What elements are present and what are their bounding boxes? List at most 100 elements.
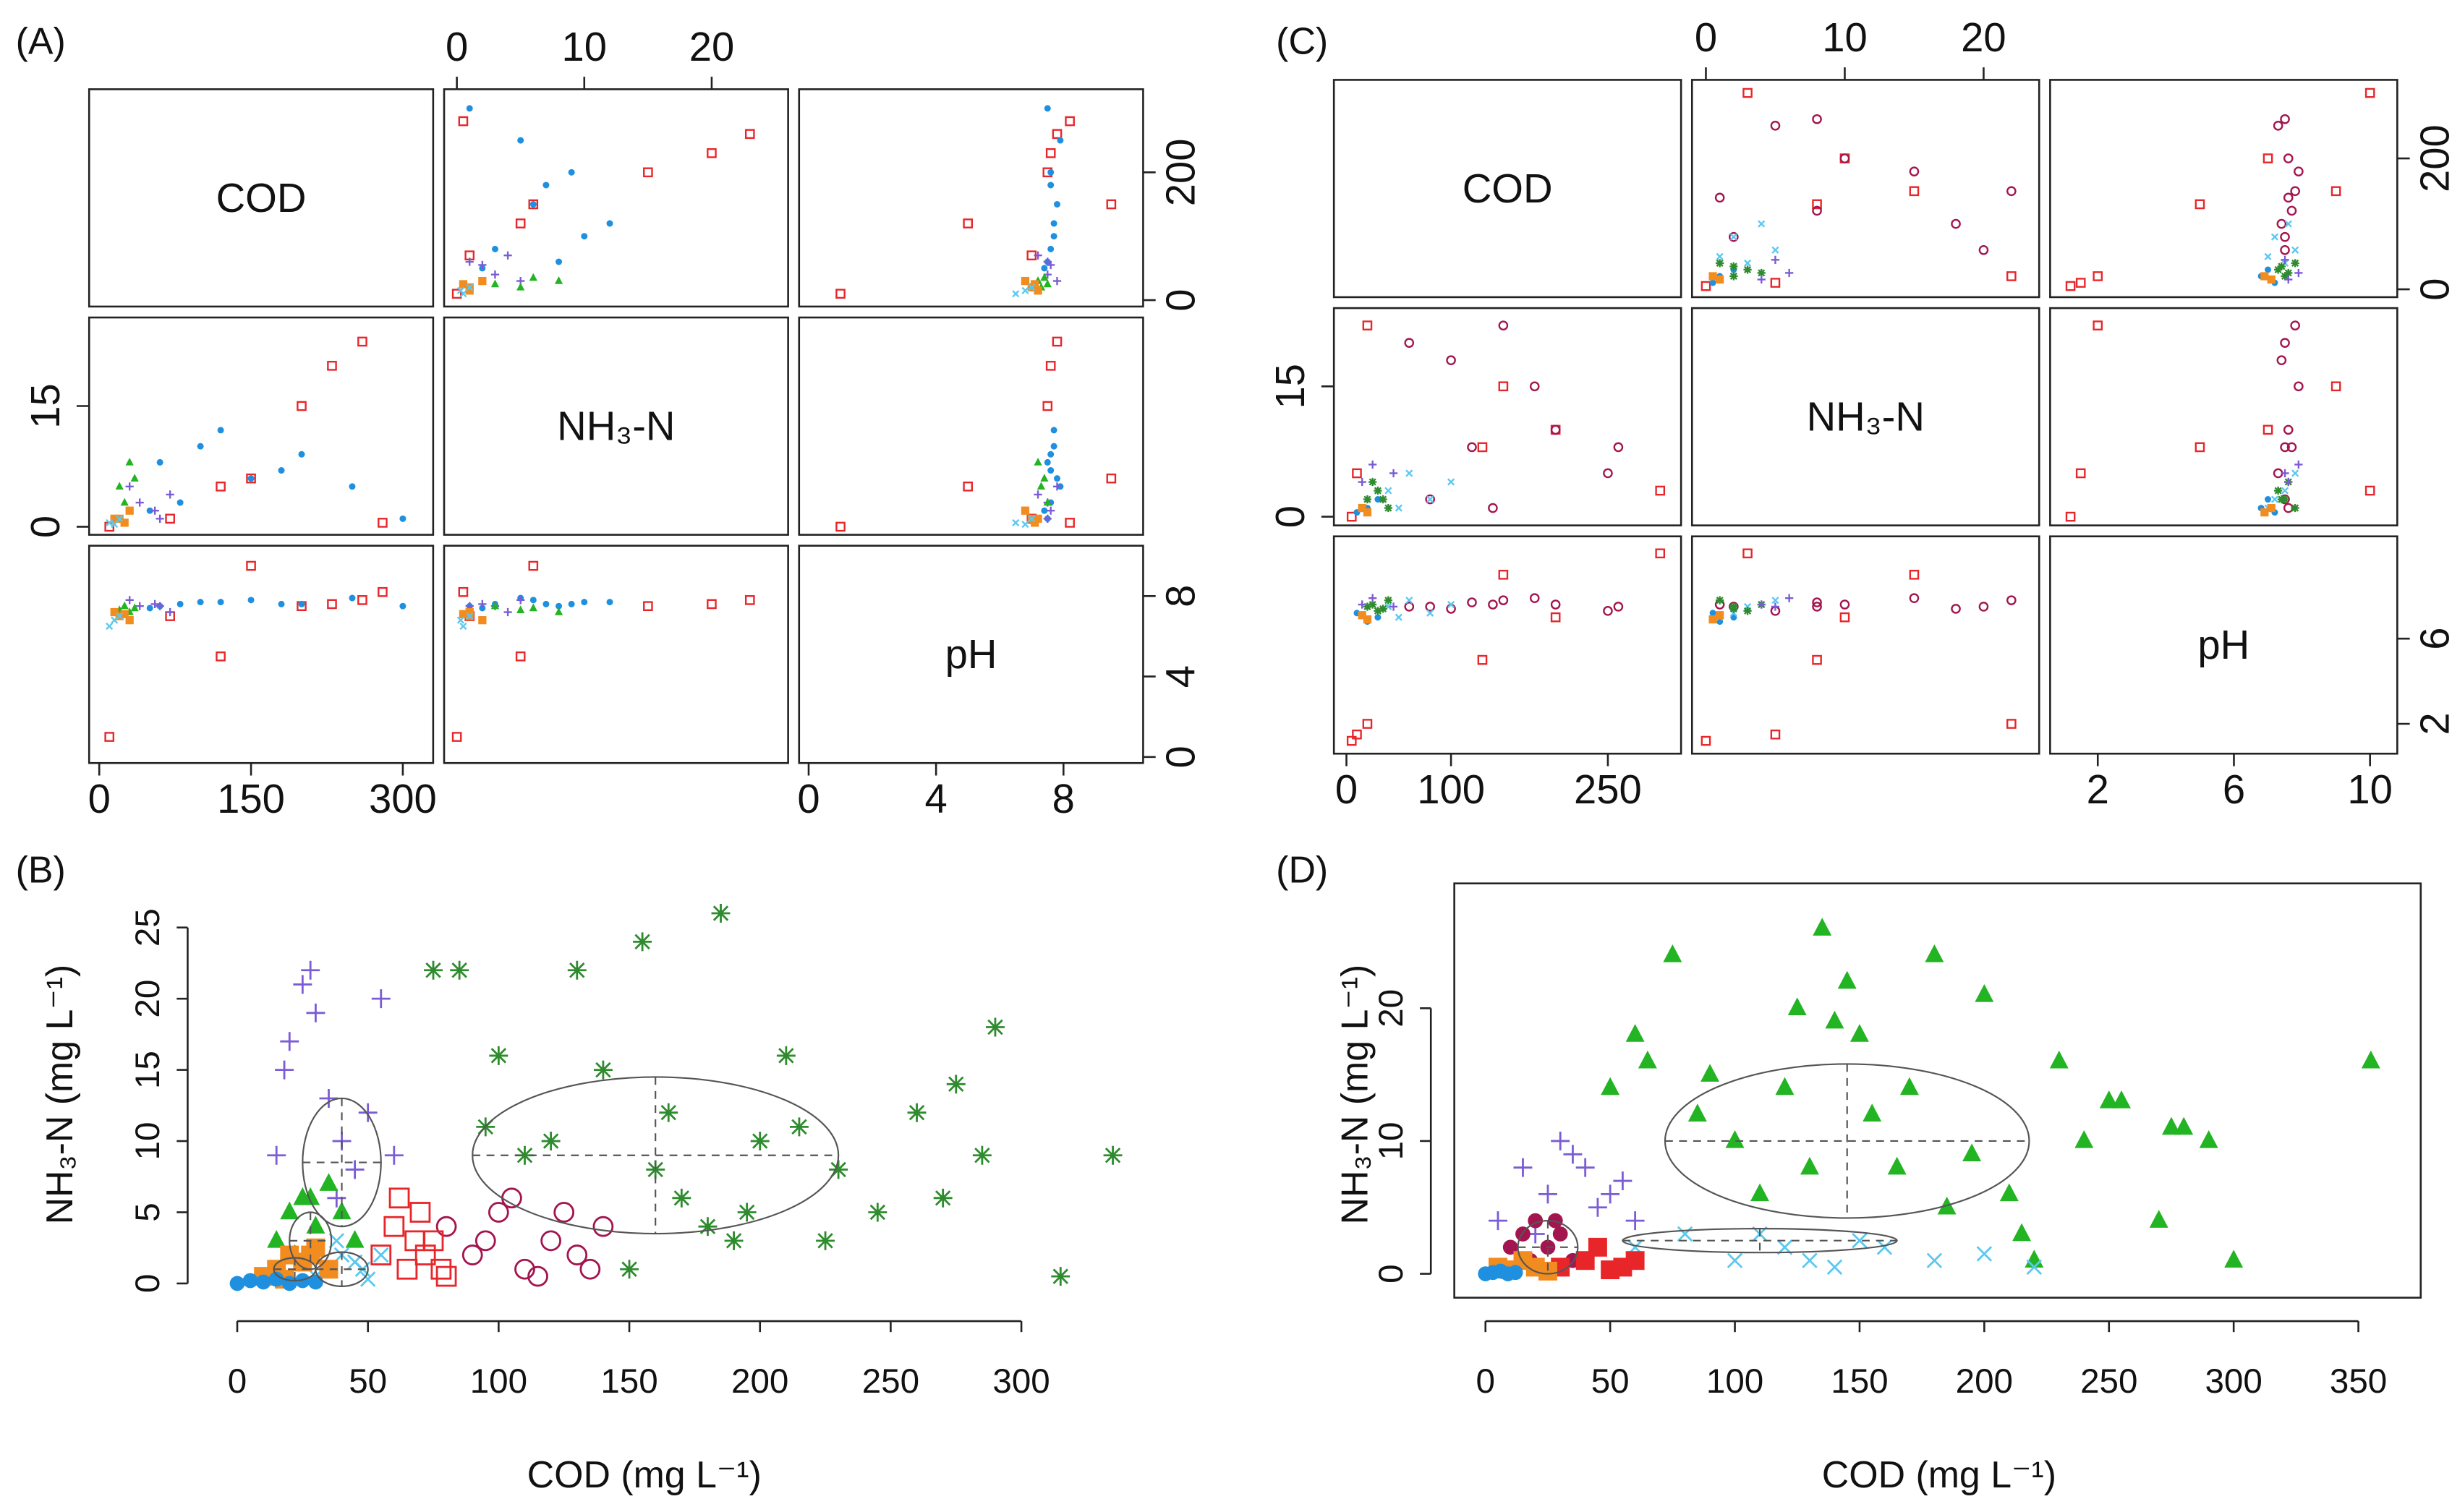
point (2012, 1223, 2032, 1242)
point (1812, 654, 1822, 665)
point (1489, 1211, 1507, 1231)
point (349, 594, 356, 602)
point (2280, 442, 2290, 453)
point (1787, 997, 1807, 1016)
point (1742, 548, 1753, 559)
point (1716, 259, 1724, 268)
point (527, 1265, 548, 1287)
tick-label: 0 (88, 776, 111, 821)
point (1727, 1252, 1743, 1268)
point (2026, 1259, 2043, 1276)
point (1729, 231, 1739, 242)
point (566, 1244, 588, 1265)
point (1603, 468, 1613, 479)
point (1047, 245, 1055, 252)
point (554, 607, 563, 615)
tick-label: 150 (217, 776, 285, 821)
point (1716, 596, 1724, 605)
point (516, 596, 525, 605)
point (528, 199, 539, 210)
point (789, 1117, 809, 1137)
point (1498, 320, 1509, 330)
point (1040, 474, 1049, 482)
point (933, 1188, 953, 1208)
point (542, 600, 550, 607)
tick-label: 300 (369, 776, 437, 821)
point (2364, 87, 2375, 98)
point (1425, 494, 1435, 505)
point (1550, 599, 1561, 610)
point (1837, 970, 1857, 989)
point (491, 245, 498, 252)
point (1852, 1232, 1868, 1249)
point (1047, 168, 1055, 176)
tick-label: 0 (1157, 746, 1203, 768)
point (593, 1060, 613, 1080)
point (267, 1145, 286, 1165)
point (110, 607, 119, 617)
point (1999, 1183, 2019, 1202)
point (1700, 1064, 1720, 1082)
point (278, 600, 285, 607)
x-axis-label: COD (mg L⁻¹) (527, 1453, 762, 1495)
point (156, 514, 164, 523)
x-tick-label: 150 (600, 1362, 657, 1401)
point (465, 286, 474, 295)
point (1729, 272, 1738, 281)
ellipse-axes (289, 1212, 332, 1270)
point (1498, 595, 1509, 605)
point (125, 506, 134, 515)
point (1725, 1130, 1745, 1148)
point (907, 1103, 927, 1122)
point (1389, 469, 1398, 478)
point (568, 600, 575, 607)
tick-label: 8 (1052, 776, 1075, 821)
point (1103, 1145, 1123, 1165)
point (378, 586, 388, 597)
point (2294, 460, 2303, 469)
point (1052, 336, 1063, 347)
point (399, 602, 406, 610)
point (2075, 278, 2086, 288)
point (1709, 610, 1716, 617)
point (358, 1103, 378, 1122)
point (1047, 506, 1055, 515)
tick-label: 6 (2223, 766, 2245, 812)
point (659, 1103, 678, 1122)
point (125, 616, 134, 625)
tick-label: 0 (446, 24, 468, 69)
point (517, 137, 524, 144)
point (328, 1233, 345, 1249)
point (1909, 593, 1920, 603)
x-tick-label: 250 (862, 1362, 919, 1401)
point (130, 474, 139, 482)
point (1550, 612, 1561, 623)
point (972, 1145, 992, 1165)
point (1363, 615, 1372, 624)
point (829, 1160, 848, 1179)
point (528, 560, 539, 571)
point (1031, 518, 1039, 527)
point (1785, 594, 1794, 602)
point (1404, 338, 1415, 348)
point (120, 610, 129, 618)
point (458, 586, 469, 597)
point (2281, 487, 2289, 495)
point (2277, 262, 2286, 271)
point (515, 651, 526, 662)
point (298, 600, 305, 607)
tick-label: 2 (2087, 766, 2109, 812)
point (1825, 1010, 1844, 1029)
point (1802, 1252, 1818, 1268)
point (963, 481, 974, 492)
panel-label: (B) (16, 848, 66, 890)
point (2361, 1050, 2380, 1069)
point (540, 1230, 562, 1252)
point (1358, 600, 1366, 609)
tick-label: 20 (1961, 14, 2006, 60)
point (1395, 504, 1402, 512)
point (1603, 606, 1613, 616)
point (1036, 482, 1046, 490)
point (1447, 600, 1455, 609)
